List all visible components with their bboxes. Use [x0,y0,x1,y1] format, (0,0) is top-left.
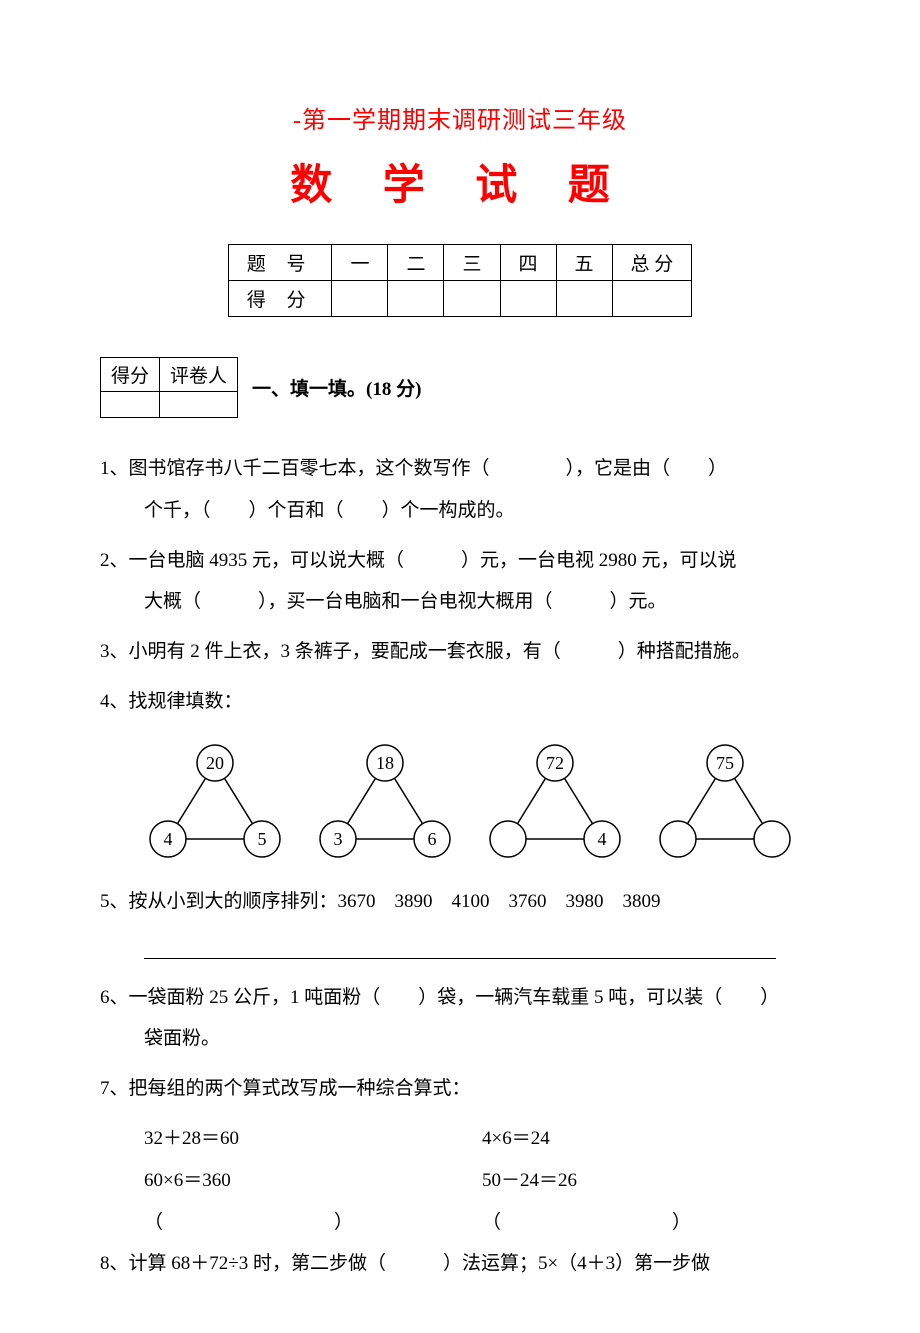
svg-text:75: 75 [716,753,734,773]
question-6: 6、一袋面粉 25 公斤，1 吨面粉（ ）袋，一辆汽车载重 5 吨，可以装（ ）… [100,977,820,1061]
question-8: 8、计算 68＋72÷3 时，第二步做（ ）法运算；5×（4＋3）第一步做 [100,1243,820,1285]
svg-text:5: 5 [258,829,267,849]
mini-cell-empty [101,392,160,418]
triangle-diagram: 72 4 [480,741,630,861]
question-number: 7、 [100,1068,129,1110]
question-text: 一袋面粉 25 公斤，1 吨面粉（ ）袋，一辆汽车载重 5 吨，可以装（ ） [129,987,780,1008]
equation-column-left: 32＋28＝60 60×6＝360 （ ） [144,1118,482,1243]
table-row: 得 分 [228,281,692,317]
question-text: 个千，（ ）个百和（ ）个一构成的。 [100,490,820,532]
svg-text:3: 3 [334,829,343,849]
score-cell [556,281,612,317]
question-3: 3、小明有 2 件上衣，3 条裤子，要配成一套衣服，有（ ）种搭配措施。 [100,631,820,673]
exam-subtitle: -第一学期期末调研测试三年级 [100,100,820,135]
equation-block: 32＋28＝60 60×6＝360 （ ） 4×6＝24 50－24＝26 （ … [100,1118,820,1243]
score-cell [612,281,692,317]
col-header: 四 [500,245,556,281]
triangle-diagram: 1836 [310,741,460,861]
question-number: 8、 [100,1243,129,1285]
svg-text:4: 4 [164,829,173,849]
question-number: 4、 [100,681,129,723]
triangle-diagram: 2045 [140,741,290,861]
question-text: 大概（ ），买一台电脑和一台电视大概用（ ）元。 [100,581,820,623]
question-7: 7、把每组的两个算式改写成一种综合算式： [100,1068,820,1110]
mini-cell: 得分 [101,358,160,392]
col-header: 总 分 [612,245,692,281]
svg-text:6: 6 [428,829,437,849]
question-text: 找规律填数： [129,691,243,712]
col-header: 二 [388,245,444,281]
row-label: 题 号 [228,245,332,281]
svg-text:20: 20 [206,753,224,773]
svg-text:18: 18 [376,753,394,773]
section-heading: 一、填一填。(18 分) [252,374,421,401]
triangle-diagram: 75 [650,741,800,861]
answer-blank-line [144,937,776,959]
question-text: 图书馆存书八千二百零七本，这个数写作（ ），它是由（ ） [129,458,728,479]
mini-cell-empty [160,392,238,418]
question-number: 5、 [100,881,129,923]
question-text: 一台电脑 4935 元，可以说大概（ ）元，一台电视 2980 元，可以说 [129,550,737,571]
score-cell [444,281,500,317]
question-2: 2、一台电脑 4935 元，可以说大概（ ）元，一台电视 2980 元，可以说 … [100,540,820,624]
equation-blank: （ ） [482,1202,820,1244]
svg-text:72: 72 [546,753,564,773]
question-number: 3、 [100,631,129,673]
question-5: 5、按从小到大的顺序排列：3670 3890 4100 3760 3980 38… [100,881,820,923]
equation: 4×6＝24 [482,1118,820,1160]
question-number: 2、 [100,540,129,582]
row-label: 得 分 [228,281,332,317]
grader-table: 得分 评卷人 [100,357,238,418]
col-header: 三 [444,245,500,281]
table-row: 题 号 一 二 三 四 五 总 分 [228,245,692,281]
score-summary-table: 题 号 一 二 三 四 五 总 分 得 分 [228,244,693,317]
triangle-diagrams: 2045183672475 [100,731,820,871]
svg-text:4: 4 [598,829,607,849]
exam-title: 数 学 试 题 [100,151,820,212]
mini-cell: 评卷人 [160,358,238,392]
score-cell [388,281,444,317]
equation: 32＋28＝60 [144,1118,482,1160]
score-cell [500,281,556,317]
question-text: 把每组的两个算式改写成一种综合算式： [129,1078,471,1099]
col-header: 五 [556,245,612,281]
equation-column-right: 4×6＝24 50－24＝26 （ ） [482,1118,820,1243]
col-header: 一 [332,245,388,281]
question-text: 小明有 2 件上衣，3 条裤子，要配成一套衣服，有（ ）种搭配措施。 [129,641,751,662]
question-4: 4、找规律填数： [100,681,820,723]
question-text: 袋面粉。 [100,1018,820,1060]
question-number: 1、 [100,448,129,490]
question-text: 计算 68＋72÷3 时，第二步做（ ）法运算；5×（4＋3）第一步做 [129,1253,711,1274]
equation: 50－24＝26 [482,1160,820,1202]
question-text: 按从小到大的顺序排列：3670 3890 4100 3760 3980 3809 [129,891,661,912]
score-cell [332,281,388,317]
equation: 60×6＝360 [144,1160,482,1202]
equation-blank: （ ） [144,1202,482,1244]
question-number: 6、 [100,977,129,1019]
question-1: 1、图书馆存书八千二百零七本，这个数写作（ ），它是由（ ） 个千，（ ）个百和… [100,448,820,532]
